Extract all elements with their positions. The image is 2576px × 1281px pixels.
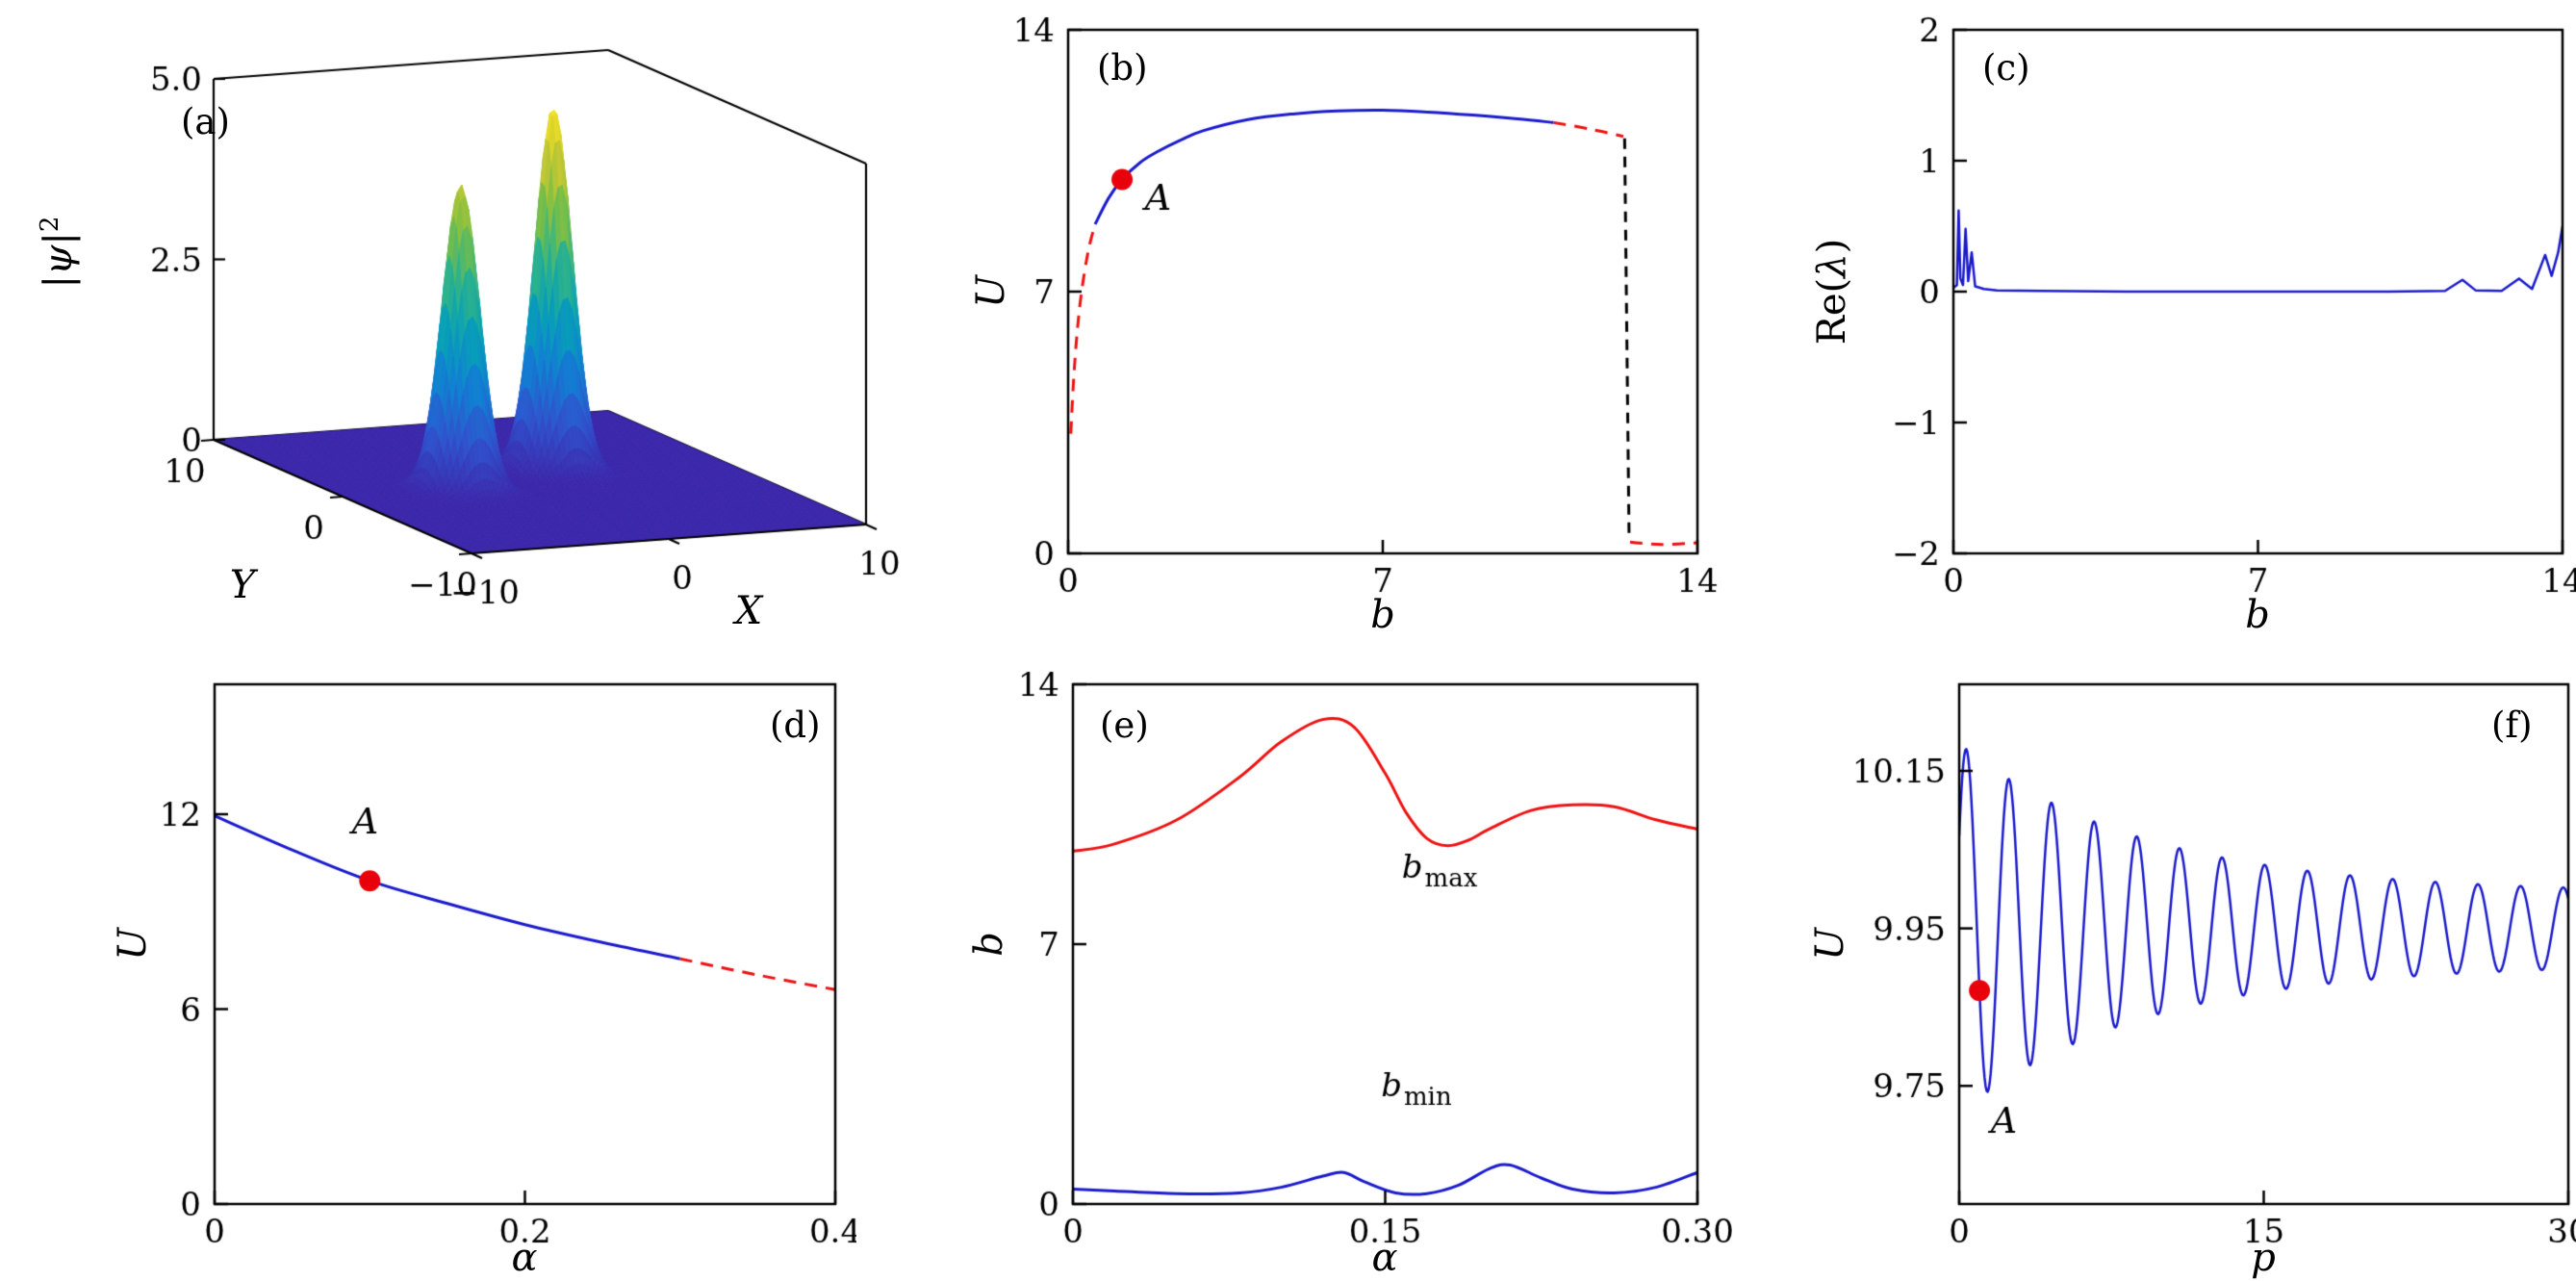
panel-f-ylabel: U [1808, 928, 1852, 961]
panel-f-canvas [1790, 654, 2576, 1281]
panel-a: (a) X Y |ψ|2 [19, 10, 933, 635]
panel-a-ylabel: Y [229, 563, 256, 607]
re-lambda-suffix: ) [1810, 238, 1854, 254]
psi-squared-base: |ψ| [37, 232, 82, 289]
panel-d-label: (d) [770, 705, 821, 746]
panel-a-xlabel: X [734, 589, 763, 633]
panel-c-canvas [1790, 0, 2576, 654]
panel-b: (b) b U [953, 0, 1732, 654]
panel-a-zlabel: |ψ|2 [35, 216, 82, 289]
panel-e-xlabel: α [1371, 1236, 1398, 1280]
panel-c-ylabel: Re(λ) [1810, 238, 1854, 346]
panel-f: (f) p U [1790, 654, 2576, 1281]
panel-e: (e) α b [953, 654, 1732, 1281]
panel-e-label: (e) [1100, 705, 1149, 746]
panel-d-canvas [96, 654, 856, 1281]
panel-b-ylabel: U [969, 275, 1013, 308]
panel-a-canvas [19, 10, 933, 635]
psi-squared-exponent: 2 [35, 216, 64, 233]
lambda-symbol: λ [1810, 253, 1854, 278]
panel-b-canvas [953, 0, 1732, 654]
panel-b-label: (b) [1097, 47, 1148, 89]
panel-d-xlabel: α [511, 1236, 538, 1280]
re-lambda-prefix: Re( [1810, 277, 1854, 346]
panel-c-xlabel: b [2245, 593, 2270, 637]
panel-d: (d) α U [96, 654, 856, 1281]
panel-d-ylabel: U [111, 928, 155, 961]
panel-a-label: (a) [181, 101, 230, 142]
panel-b-xlabel: b [1370, 593, 1395, 637]
panel-f-label: (f) [2491, 705, 2533, 746]
panel-e-ylabel: b [967, 932, 1011, 957]
panel-f-xlabel: p [2251, 1236, 2276, 1280]
panel-e-canvas [953, 654, 1732, 1281]
panel-c: (c) b Re(λ) [1790, 0, 2576, 654]
panel-c-label: (c) [1982, 47, 2030, 89]
